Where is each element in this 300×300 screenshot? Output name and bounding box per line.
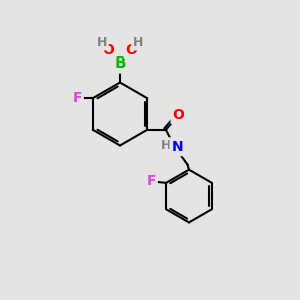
Text: B: B (114, 56, 126, 71)
Text: F: F (72, 91, 82, 105)
Text: H: H (97, 36, 107, 49)
Text: F: F (146, 174, 156, 188)
Text: O: O (126, 43, 137, 57)
Text: H: H (133, 36, 143, 49)
Text: O: O (172, 108, 184, 122)
Text: O: O (103, 43, 114, 57)
Text: H: H (161, 139, 172, 152)
Text: N: N (172, 140, 183, 154)
